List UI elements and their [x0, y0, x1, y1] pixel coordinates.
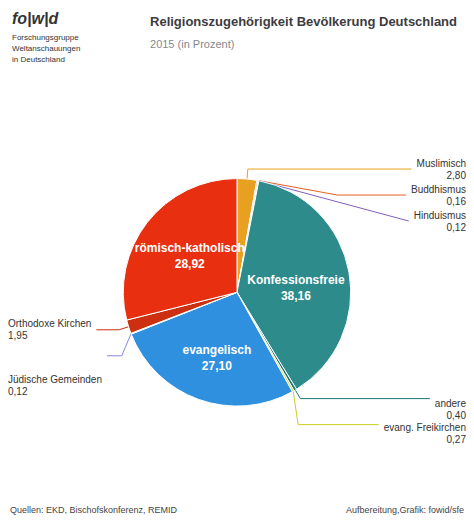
- svg-text:1,95: 1,95: [8, 330, 28, 341]
- svg-text:2,80: 2,80: [447, 170, 467, 181]
- svg-text:fo|w|d: fo|w|d: [12, 10, 60, 27]
- svg-text:römisch-katholisch: römisch-katholisch: [135, 241, 245, 255]
- svg-text:38,16: 38,16: [281, 289, 311, 303]
- svg-text:Muslimisch: Muslimisch: [417, 158, 466, 169]
- svg-text:andere: andere: [435, 398, 467, 409]
- svg-text:Jüdische Gemeinden: Jüdische Gemeinden: [8, 374, 102, 385]
- svg-text:Quellen: EKD, Bischofskonferen: Quellen: EKD, Bischofskonferenz, REMID: [10, 505, 178, 515]
- svg-text:2015 (in Prozent): 2015 (in Prozent): [150, 38, 234, 50]
- svg-text:28,92: 28,92: [175, 257, 205, 271]
- svg-text:27,10: 27,10: [202, 359, 232, 373]
- svg-text:0,12: 0,12: [447, 222, 467, 233]
- svg-text:Konfessionsfreie: Konfessionsfreie: [247, 273, 345, 287]
- svg-text:0,27: 0,27: [447, 434, 467, 445]
- svg-text:Weltanschauungen: Weltanschauungen: [12, 44, 80, 53]
- svg-text:Forschungsgruppe: Forschungsgruppe: [12, 33, 79, 42]
- svg-text:Hinduismus: Hinduismus: [414, 210, 466, 221]
- svg-text:Orthodoxe Kirchen: Orthodoxe Kirchen: [8, 318, 91, 329]
- svg-text:0,12: 0,12: [8, 386, 28, 397]
- svg-text:Buddhismus: Buddhismus: [411, 184, 466, 195]
- svg-text:evang. Freikirchen: evang. Freikirchen: [384, 422, 466, 433]
- svg-text:0,16: 0,16: [447, 196, 467, 207]
- svg-text:0,40: 0,40: [447, 410, 467, 421]
- svg-text:in Deutschland: in Deutschland: [12, 55, 65, 64]
- svg-text:Aufbereitung,Grafik: fowid/sfe: Aufbereitung,Grafik: fowid/sfe: [346, 505, 464, 515]
- svg-text:Religionszugehörigkeit Bevölke: Religionszugehörigkeit Bevölkerung Deuts…: [150, 14, 457, 29]
- svg-text:evangelisch: evangelisch: [183, 343, 252, 357]
